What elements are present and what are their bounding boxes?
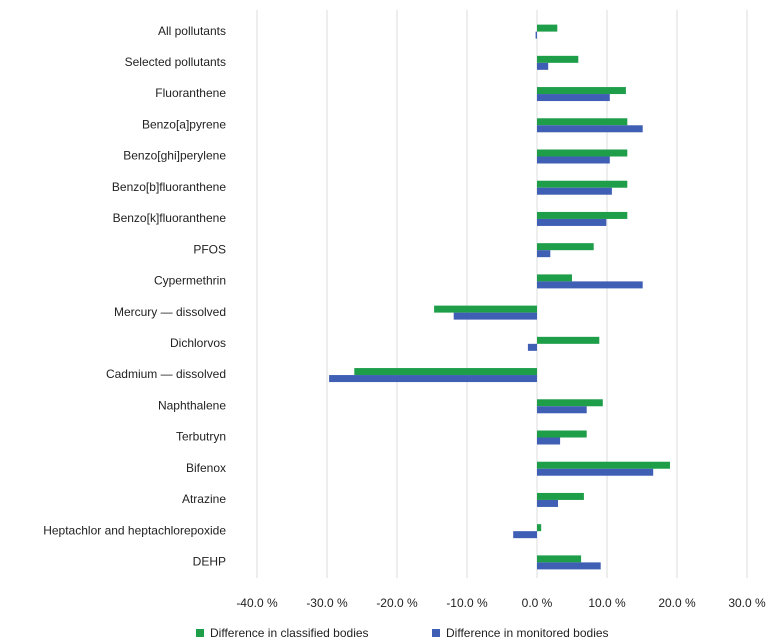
legend-swatch bbox=[432, 629, 440, 637]
y-tick-label: Cadmium — dissolved bbox=[106, 367, 226, 381]
y-tick-label: Naphthalene bbox=[158, 398, 226, 412]
bar bbox=[537, 461, 670, 469]
bar bbox=[537, 24, 558, 32]
y-tick-label: Benzo[ghi]perylene bbox=[123, 149, 226, 163]
bar bbox=[537, 468, 654, 476]
bar bbox=[537, 555, 582, 563]
bar bbox=[537, 94, 610, 102]
bar bbox=[537, 180, 628, 188]
bar bbox=[537, 118, 628, 126]
y-tick-label: Benzo[a]pyrene bbox=[142, 117, 226, 131]
x-tick-label: 10.0 % bbox=[588, 596, 626, 610]
bar bbox=[537, 211, 628, 219]
legend-label: Difference in monitored bodies bbox=[446, 626, 609, 640]
bar bbox=[354, 368, 537, 376]
y-tick-label: Dichlorvos bbox=[170, 336, 226, 350]
legend-swatch bbox=[196, 629, 204, 637]
y-tick-label: Benzo[b]fluoranthene bbox=[112, 180, 226, 194]
y-tick-label: Bifenox bbox=[186, 461, 226, 475]
bar bbox=[537, 437, 561, 445]
legend-label: Difference in classified bodies bbox=[210, 626, 369, 640]
y-tick-label: Heptachlor and heptachlorepoxide bbox=[43, 523, 226, 537]
x-tick-label: 30.0 % bbox=[728, 596, 766, 610]
y-tick-label: Benzo[k]fluoranthene bbox=[113, 211, 227, 225]
y-tick-label: Terbutryn bbox=[176, 430, 226, 444]
bar bbox=[537, 274, 572, 282]
x-tick-label: -40.0 % bbox=[236, 596, 278, 610]
y-tick-label: DEHP bbox=[193, 555, 226, 569]
y-tick-label: Cypermethrin bbox=[154, 274, 226, 288]
bar bbox=[537, 336, 600, 344]
x-tick-label: 0.0 % bbox=[522, 596, 553, 610]
bar bbox=[537, 125, 643, 133]
bar bbox=[537, 87, 626, 95]
bar bbox=[513, 531, 537, 539]
x-tick-label: 20.0 % bbox=[658, 596, 696, 610]
bar bbox=[537, 406, 587, 414]
bar bbox=[537, 524, 542, 532]
y-tick-label: Mercury — dissolved bbox=[114, 305, 226, 319]
bar bbox=[537, 499, 558, 507]
y-tick-label: Atrazine bbox=[182, 492, 226, 506]
y-tick-label: Selected pollutants bbox=[125, 55, 226, 69]
y-tick-label: Fluoranthene bbox=[155, 86, 226, 100]
bar bbox=[537, 492, 584, 500]
bar bbox=[537, 62, 549, 70]
y-tick-label: PFOS bbox=[193, 242, 226, 256]
bar bbox=[537, 250, 551, 258]
bar bbox=[537, 149, 628, 157]
x-tick-label: -30.0 % bbox=[306, 596, 348, 610]
bar bbox=[434, 305, 537, 313]
bar bbox=[537, 430, 587, 438]
bar bbox=[537, 156, 610, 164]
bar bbox=[535, 31, 537, 39]
bar bbox=[537, 562, 601, 570]
bar bbox=[537, 55, 579, 63]
bar bbox=[537, 281, 643, 289]
x-tick-label: -10.0 % bbox=[446, 596, 488, 610]
bar bbox=[537, 243, 594, 251]
bar bbox=[537, 399, 603, 407]
bar bbox=[537, 218, 607, 226]
bar bbox=[537, 187, 612, 195]
bar bbox=[329, 375, 537, 383]
x-tick-label: -20.0 % bbox=[376, 596, 418, 610]
y-tick-label: All pollutants bbox=[158, 24, 226, 38]
bar bbox=[453, 312, 537, 320]
bar bbox=[527, 343, 537, 351]
